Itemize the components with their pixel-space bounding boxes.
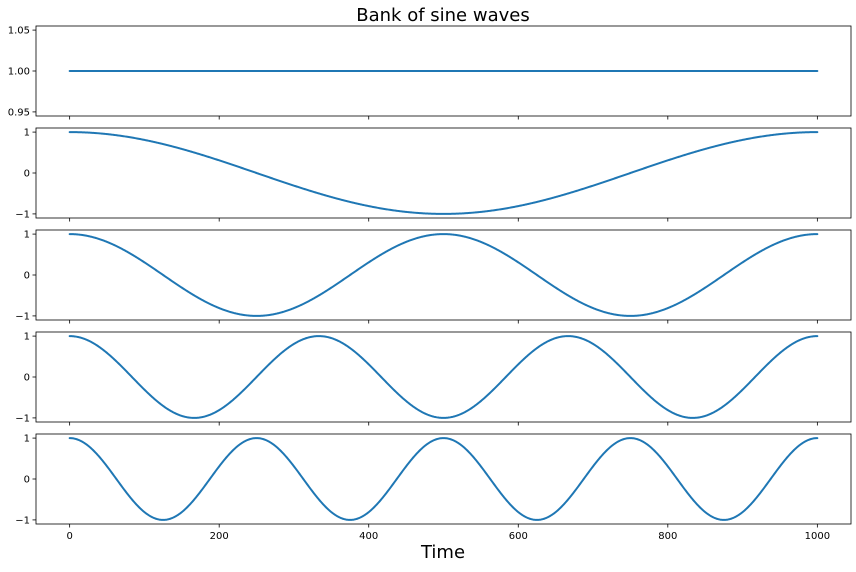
x-tick-label-6: 1000 [805, 531, 830, 542]
x-tick-label-5: 800 [658, 531, 677, 542]
y-tick-label-1-2: 1.00 [8, 67, 30, 78]
axes-frame-5 [35, 433, 852, 525]
x-axis-label: Time [420, 542, 465, 563]
y-tick-label-4-2: 0 [24, 373, 30, 384]
subplots-group: 0.95 1.00 1.05 −1 0 1 −1 0 1 −1 0 1 −1 0 1 0 200 400 600 80… [8, 26, 852, 542]
y-tick-label-3-3: 1 [24, 230, 30, 241]
y-tick-label-4-1: −1 [15, 413, 30, 424]
y-tick-label-3-1: −1 [15, 311, 30, 322]
y-tick-label-1-1: 0.95 [8, 107, 30, 118]
y-tick-label-2-2: 0 [24, 169, 30, 180]
y-tick-label-4-3: 1 [24, 332, 30, 343]
chart-title: Bank of sine waves [356, 5, 529, 26]
series-line-5 [68, 437, 819, 521]
series-line-4 [68, 335, 819, 419]
y-tick-label-1-3: 1.05 [8, 26, 30, 37]
x-tick-label-2: 200 [210, 531, 229, 542]
x-tick-label-4: 600 [509, 531, 528, 542]
subplot-2: −1 0 1 [15, 127, 852, 222]
y-tick-label-3-2: 0 [24, 271, 30, 282]
y-tick-label-5-1: −1 [15, 515, 30, 526]
subplot-1: 0.95 1.00 1.05 [8, 26, 852, 120]
subplot-5: −1 0 1 0 200 400 600 800 1000 [15, 433, 852, 542]
y-tick-label-5-3: 1 [24, 434, 30, 445]
y-tick-label-2-1: −1 [15, 209, 30, 220]
y-tick-label-5-2: 0 [24, 475, 30, 486]
axes-frame-3 [35, 229, 852, 321]
x-tick-label-1: 0 [66, 531, 72, 542]
series-line-2 [68, 131, 819, 215]
y-tick-label-2-3: 1 [24, 128, 30, 139]
x-tick-label-3: 400 [359, 531, 378, 542]
subplot-3: −1 0 1 [15, 229, 852, 324]
series-line-3 [68, 233, 819, 317]
axes-frame-2 [35, 127, 852, 219]
axes-frame-4 [35, 331, 852, 423]
subplot-4: −1 0 1 [15, 331, 852, 426]
